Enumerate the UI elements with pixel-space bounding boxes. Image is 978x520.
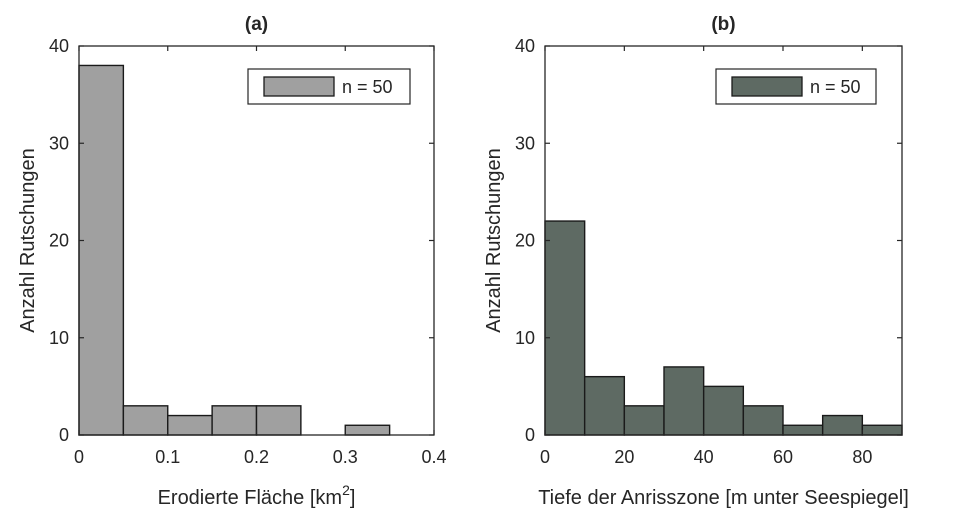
y-tick-label: 0 [59, 425, 69, 445]
histogram-bar [344, 424, 391, 436]
histogram-bar [861, 424, 903, 436]
legend-label: n = 50 [810, 77, 861, 97]
panel-title: (a) [245, 14, 268, 35]
y-tick-label: 0 [525, 425, 535, 445]
legend-swatch [263, 76, 335, 97]
histogram-bar [623, 405, 665, 436]
y-tick-label: 30 [49, 133, 69, 153]
x-tick-label: 20 [614, 447, 634, 467]
histogram-bar [255, 405, 302, 436]
histogram-bar [167, 414, 213, 436]
panel-title: (b) [711, 14, 735, 35]
y-axis-label: Anzahl Rutschungen [17, 148, 39, 333]
y-tick-label: 40 [49, 36, 69, 56]
chart-panel-1: 0 20 40 60 80 0 10 20 30 40 (b) Tiefe der Anrisszon… [483, 14, 909, 509]
x-axis-label-end: ] [350, 487, 356, 509]
histogram-bar [544, 220, 586, 436]
y-tick-label: 20 [49, 231, 69, 251]
x-tick-label: 0.2 [244, 447, 269, 467]
x-tick-label: 0.4 [421, 447, 446, 467]
x-axis-label: Tiefe der Anrisszone [m unter Seespiegel… [538, 487, 909, 509]
x-tick-label: 0.1 [155, 447, 180, 467]
x-tick-label: 60 [773, 447, 793, 467]
histogram-bar [583, 375, 626, 436]
histogram-bar [702, 385, 745, 436]
x-axis-label-text: Tiefe der Anrisszone [m unter Seespiegel… [538, 487, 909, 509]
x-axis-label: Erodierte Fläche [km2] [158, 482, 356, 509]
x-tick-label: 40 [694, 447, 714, 467]
histogram-bar [122, 405, 169, 436]
histogram-bar [211, 405, 258, 436]
y-tick-label: 10 [515, 328, 535, 348]
y-tick-label: 30 [515, 133, 535, 153]
y-axis-label: Anzahl Rutschungen [483, 148, 505, 333]
histogram-bar [78, 64, 125, 436]
x-axis-label-text: Erodierte Fläche [km [158, 487, 343, 509]
legend: n = 50 [715, 68, 877, 105]
y-tick-label: 40 [515, 36, 535, 56]
histogram-bar [821, 414, 864, 436]
plot-area [79, 46, 434, 435]
x-tick-label: 0.3 [333, 447, 358, 467]
x-axis-label-superscript: 2 [342, 482, 350, 498]
histogram-bar [663, 366, 705, 436]
legend-swatch [731, 76, 803, 97]
histogram-bar [742, 405, 784, 436]
chart-panel-0: 0 0.1 0.2 0.3 0.4 0 10 20 30 40 (a) Erodierte Fläch… [17, 14, 447, 509]
x-tick-label: 0 [74, 447, 84, 467]
legend-label: n = 50 [342, 77, 393, 97]
x-tick-label: 80 [852, 447, 872, 467]
y-tick-label: 20 [515, 231, 535, 251]
y-tick-label: 10 [49, 328, 69, 348]
x-tick-label: 0 [540, 447, 550, 467]
plot-area [545, 46, 902, 435]
histogram-bar [782, 424, 824, 436]
legend: n = 50 [247, 68, 411, 105]
